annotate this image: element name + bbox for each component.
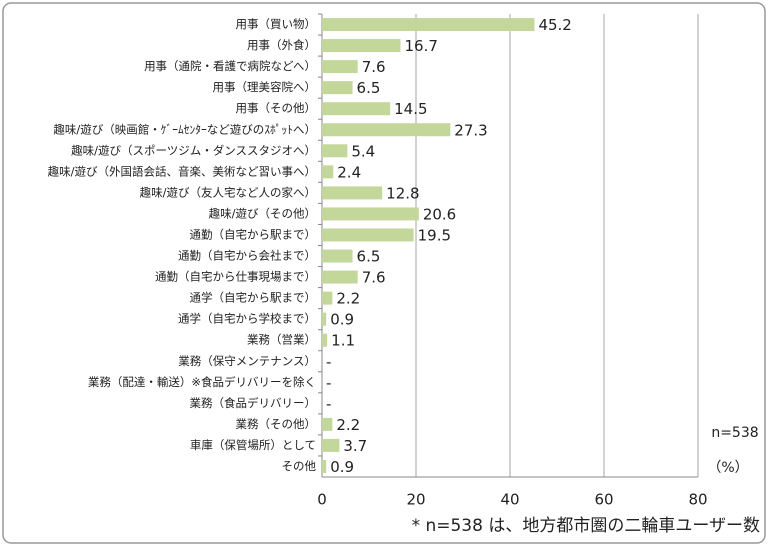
- value-label: 6.5: [357, 79, 381, 97]
- y-tick-label: 用事（その他）: [236, 101, 317, 115]
- value-label: 0.9: [330, 311, 354, 329]
- bar: [322, 249, 353, 263]
- y-tick-label: 趣味/遊び（スポーツジム・ダンススタジオへ）: [71, 143, 316, 157]
- bar: [322, 39, 401, 53]
- y-tick-label: 通勤（自宅から仕事現場まで）: [155, 270, 316, 284]
- x-tick-label: 60: [594, 491, 613, 509]
- value-label: -: [326, 374, 331, 392]
- value-label: 20.6: [423, 205, 456, 223]
- y-tick-label: 通勤（自宅から会社まで）: [178, 249, 316, 263]
- value-label: 7.6: [362, 58, 386, 76]
- bar: [322, 270, 358, 284]
- y-tick-label: 趣味/遊び（その他）: [209, 206, 316, 220]
- value-label: 0.9: [330, 458, 354, 476]
- bar: [322, 291, 333, 305]
- bar: [322, 186, 383, 200]
- value-label: 7.6: [362, 269, 386, 287]
- y-tick-label: 業務（その他）: [236, 417, 317, 431]
- y-tick-label: 業務（食品デリバリー）: [190, 396, 317, 410]
- value-label: 16.7: [404, 37, 437, 55]
- bar: [322, 438, 340, 452]
- y-tick-label: 通勤（自宅から駅まで）: [190, 227, 317, 241]
- value-label: -: [326, 395, 331, 413]
- value-label: 3.7: [343, 437, 367, 455]
- x-tick-label: 0: [317, 491, 327, 509]
- bar: [322, 123, 451, 137]
- value-label: 45.2: [538, 16, 571, 34]
- value-label: 27.3: [454, 121, 487, 139]
- bar: [322, 417, 333, 431]
- y-tick-label: 車庫（保管場所）として: [190, 438, 316, 452]
- value-label: 2.4: [337, 163, 361, 181]
- bar: [322, 207, 419, 221]
- value-label: 5.4: [351, 142, 375, 160]
- y-tick-label: 業務（営業）: [247, 333, 316, 347]
- x-tick-label: 20: [406, 491, 425, 509]
- footnote: * n=538 は、地方都市圏の二輪車ユーザー数: [412, 516, 760, 536]
- y-tick-label: 用事（理美容院へ）: [213, 80, 317, 94]
- value-label: 6.5: [357, 248, 381, 266]
- y-tick-label: 趣味/遊び（友人宅など人の家へ）: [140, 185, 316, 199]
- value-label: 2.2: [336, 416, 360, 434]
- bar: [322, 144, 348, 158]
- y-tick-label: 用事（買い物）: [236, 17, 317, 31]
- bar: [322, 81, 353, 95]
- y-tick-label: 趣味/遊び（映画館・ｹﾞｰﾑｾﾝﾀｰなど遊びのｽﾎﾟｯﾄへ）: [53, 122, 316, 136]
- bar: [322, 102, 391, 116]
- y-tick-label: 業務（保守メンテナンス）: [178, 354, 316, 368]
- bar: [322, 459, 327, 473]
- y-tick-label: 通学（自宅から学校まで）: [178, 312, 316, 326]
- value-label: 1.1: [331, 332, 355, 350]
- bar: [322, 228, 414, 242]
- y-tick-label: 用事（通院・看護で病院などへ）: [144, 59, 316, 73]
- x-tick-label: 80: [688, 491, 707, 509]
- y-tick-label: 趣味/遊び（外国語会話、音楽、美術など習い事へ）: [48, 164, 316, 178]
- y-tick-label: その他: [282, 459, 317, 473]
- value-label: 19.5: [418, 226, 451, 244]
- x-tick-label: 40: [500, 491, 519, 509]
- unit-note: （%）: [707, 460, 748, 476]
- value-label: 14.5: [394, 100, 427, 118]
- value-label: 2.2: [336, 290, 360, 308]
- bar: [322, 60, 358, 74]
- bar: [322, 165, 334, 179]
- y-tick-label: 用事（外食）: [247, 38, 316, 52]
- y-tick-label: 通学（自宅から駅まで）: [190, 291, 317, 305]
- sample-note: n=538: [711, 425, 758, 441]
- bar: [322, 333, 328, 347]
- bar: [322, 312, 327, 326]
- value-label: -: [326, 353, 331, 371]
- y-tick-label: 業務（配達・輸送）※食品デリバリーを除く: [88, 375, 316, 389]
- bar: [322, 18, 535, 32]
- value-label: 12.8: [386, 184, 419, 202]
